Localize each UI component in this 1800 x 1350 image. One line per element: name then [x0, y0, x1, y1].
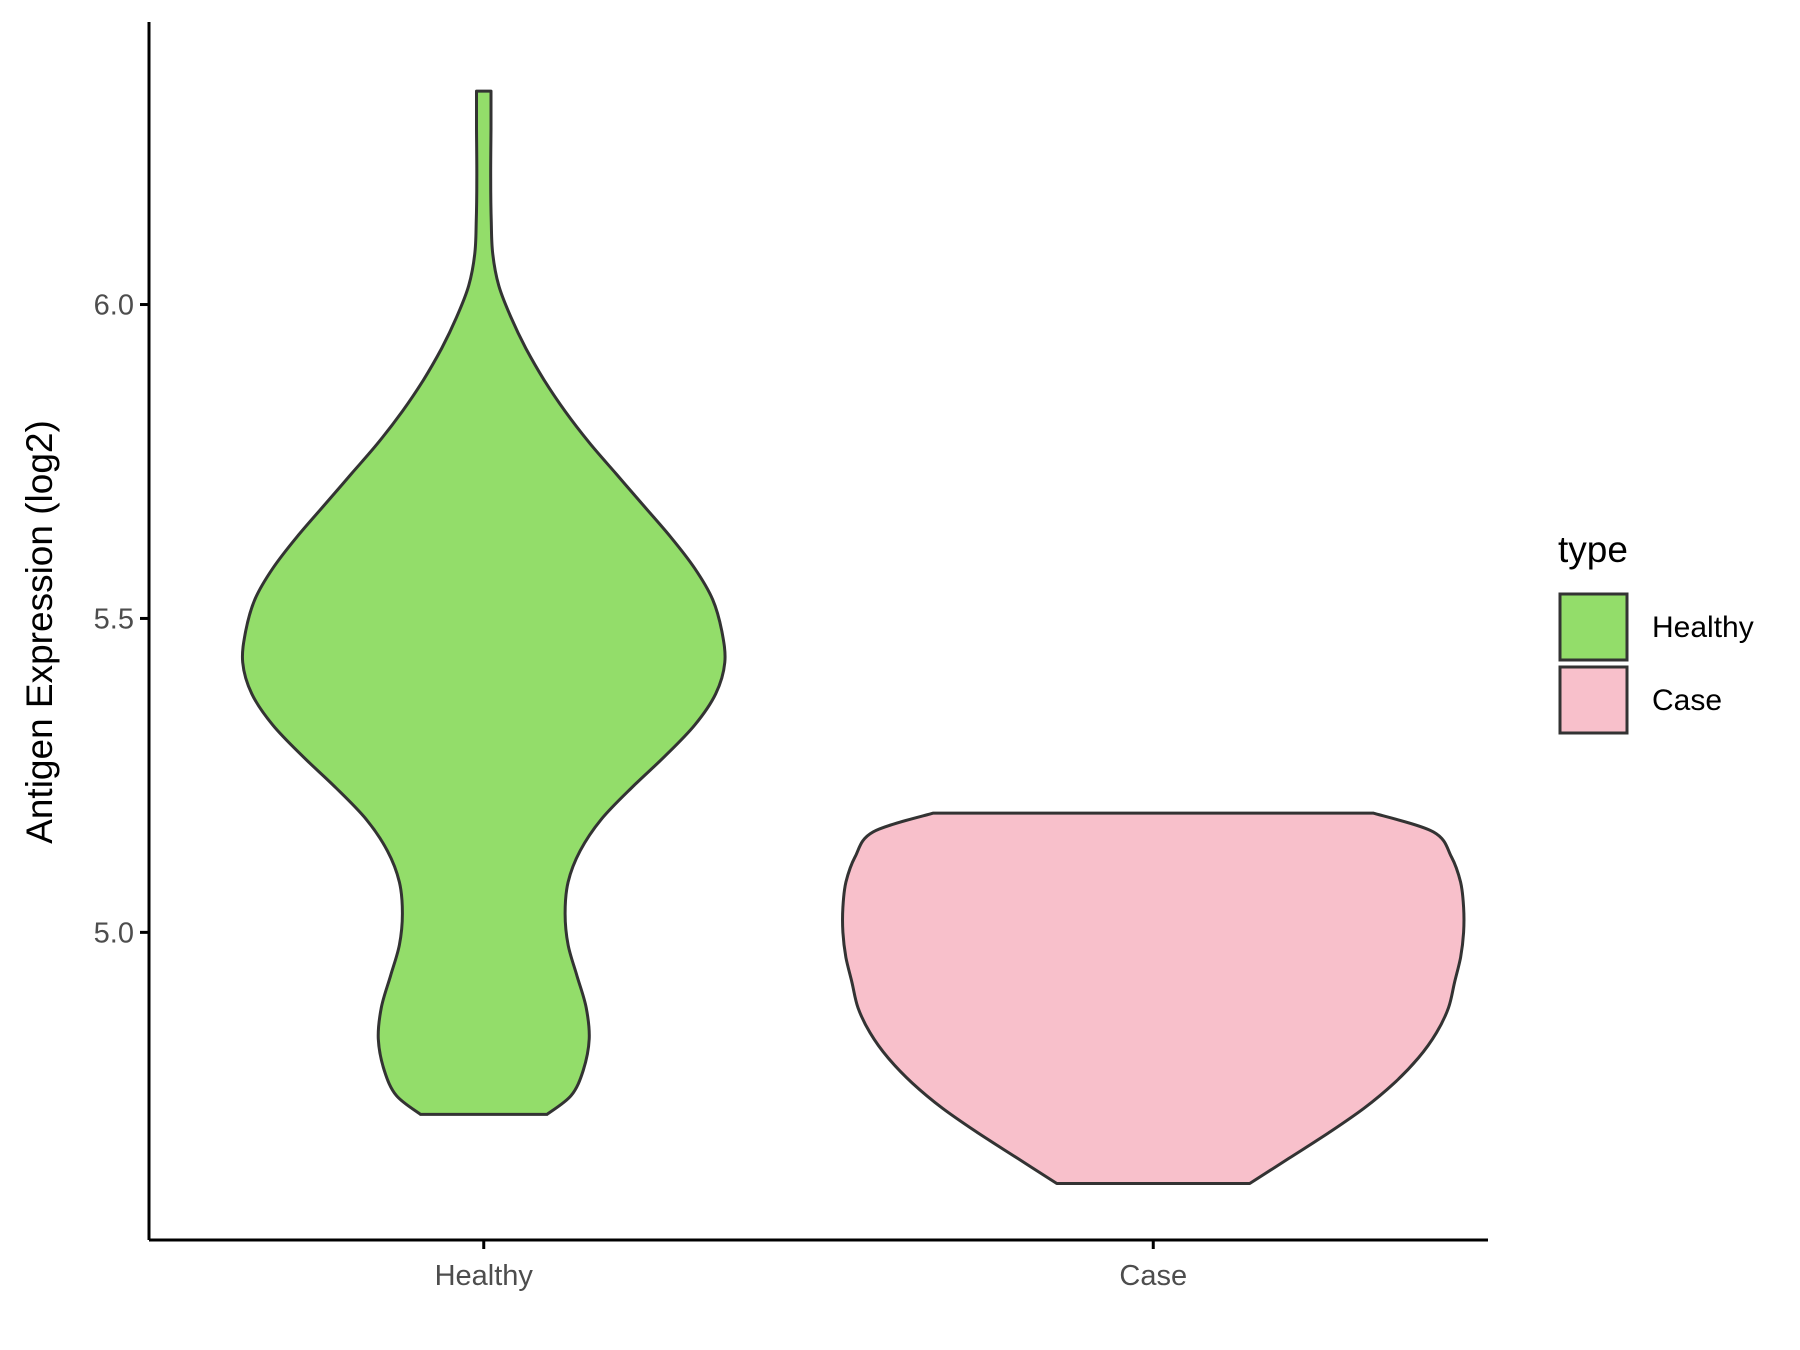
- x-ticks: Healthy Case: [435, 1240, 1187, 1292]
- x-tick-label: Case: [1119, 1260, 1187, 1292]
- y-tick-label: 5.5: [94, 603, 134, 635]
- legend-key-case: [1558, 665, 1629, 735]
- y-axis-title: Antigen Expression (log2): [19, 420, 60, 844]
- legend-label-case: Case: [1652, 684, 1722, 717]
- violins-layer: [240, 89, 1466, 1185]
- axes-layer: [147, 22, 1488, 1242]
- legend: type Healthy Case: [1558, 529, 1754, 735]
- y-ticks: 5.0 5.5 6.0: [94, 290, 149, 949]
- legend-title: type: [1558, 529, 1628, 570]
- legend-key-healthy: [1558, 592, 1629, 662]
- violin-case: [841, 811, 1466, 1185]
- y-tick-label: 5.0: [94, 917, 134, 949]
- y-tick-label: 6.0: [94, 290, 134, 322]
- violin-healthy: [240, 89, 727, 1116]
- x-tick-label: Healthy: [435, 1260, 534, 1292]
- legend-label-healthy: Healthy: [1652, 611, 1754, 644]
